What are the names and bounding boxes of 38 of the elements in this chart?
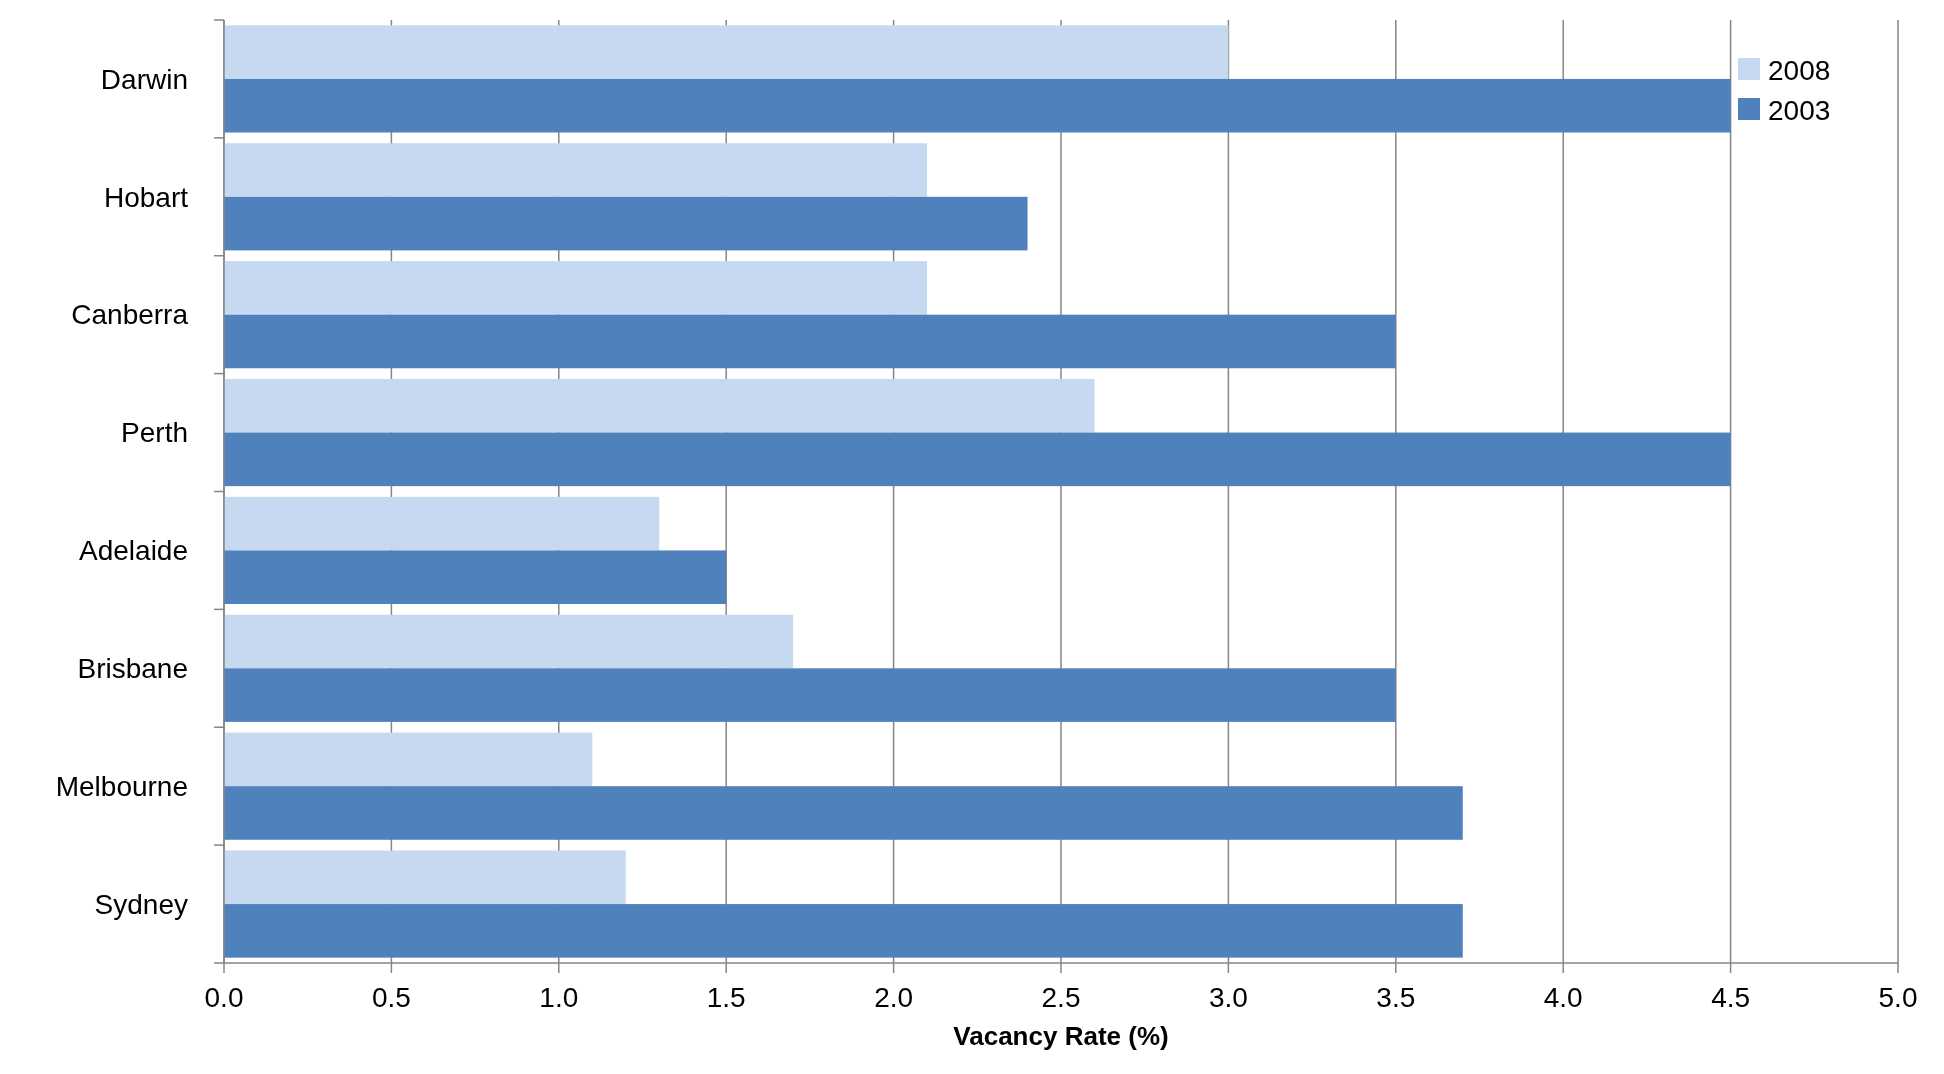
bar: [224, 196, 1028, 251]
y-tick-label: Sydney: [94, 888, 188, 920]
bar: [224, 143, 928, 197]
y-tick-label: Hobart: [103, 181, 189, 213]
bar: [224, 550, 727, 605]
bar: [224, 786, 1463, 840]
bar: [224, 850, 626, 905]
bar: [224, 432, 1731, 487]
bar: [224, 732, 593, 787]
bar: [224, 78, 1731, 133]
bar: [224, 496, 660, 551]
x-tick-label: 4.0: [1543, 982, 1583, 1013]
x-tick-label: 1.5: [706, 982, 746, 1013]
bar: [224, 314, 1396, 369]
y-tick-label: Brisbane: [77, 653, 188, 685]
x-tick-label: 0.0: [204, 982, 244, 1013]
x-tick-label: 2.5: [1041, 982, 1081, 1013]
y-tick-label: Canberra: [71, 299, 189, 331]
x-tick-label: 2.0: [874, 982, 914, 1013]
y-tick-label: Melbourne: [55, 770, 188, 802]
x-tick-label: 1.0: [539, 982, 579, 1013]
y-tick-label: Adelaide: [79, 535, 188, 567]
y-tick-label: Perth: [121, 417, 188, 449]
bar: [224, 261, 928, 315]
bar: [224, 378, 1095, 433]
y-tick-label: Darwin: [100, 63, 188, 95]
bar: [224, 25, 1229, 79]
x-tick-label: 0.5: [371, 982, 411, 1013]
x-tick-label: 3.0: [1208, 982, 1248, 1013]
bar: [224, 904, 1463, 958]
legend-label: 2008: [1768, 54, 1831, 86]
x-axis-title: Vacancy Rate (%): [953, 1021, 1169, 1051]
legend-label: 2003: [1768, 94, 1831, 126]
bar: [224, 614, 794, 669]
x-tick-label: 3.5: [1376, 982, 1416, 1013]
x-tick-label: 5.0: [1878, 982, 1918, 1013]
x-tick-label: 4.5: [1711, 982, 1751, 1013]
bar: [224, 668, 1396, 722]
